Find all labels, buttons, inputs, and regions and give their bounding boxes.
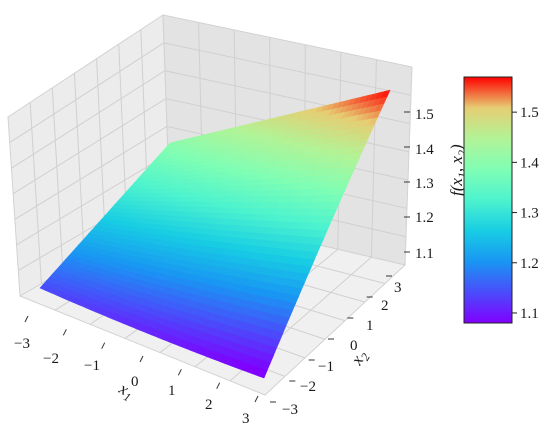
x1-tick-label: 1 — [168, 383, 176, 399]
colorbar-gradient — [463, 76, 513, 324]
surface — [39, 89, 391, 379]
x1-tick-mark — [139, 355, 144, 363]
z-tick-label: 1.1 — [415, 246, 434, 262]
z-tick-label: 1.2 — [415, 210, 434, 226]
x1-tick-mark — [101, 342, 106, 349]
x2-tick-label: −3 — [282, 402, 298, 418]
colorbar: 1.1 1.2 1.3 1.4 1.5 — [463, 76, 539, 324]
colorbar-tick-label: 1.4 — [520, 155, 539, 171]
x2-tick-label: 0 — [350, 338, 358, 354]
axis-ticks — [24, 111, 410, 403]
x1-tick-mark — [177, 369, 182, 376]
x2-tick-label: 3 — [394, 280, 402, 296]
z-tick-labels: 1.1 1.2 1.3 1.4 1.5 — [415, 107, 434, 262]
surface-patch — [257, 368, 268, 379]
grid-line — [96, 58, 107, 247]
x2-tick-labels: −3 −2 −1 0 1 2 3 — [282, 280, 402, 418]
x2-tick-label: −1 — [318, 359, 334, 375]
x1-tick-mark — [24, 315, 29, 323]
x2-tick-label: 2 — [381, 298, 389, 314]
x1-tick-mark — [254, 395, 259, 403]
grid-line — [14, 126, 168, 220]
x1-tick-mark — [216, 382, 221, 389]
z-tick-label: 1.5 — [415, 107, 434, 123]
colorbar-tick-label: 1.2 — [520, 256, 539, 272]
grid-line — [11, 70, 166, 169]
grid-line — [51, 87, 64, 272]
x1-tick-label: −1 — [84, 358, 100, 374]
grid-line — [73, 73, 85, 260]
x2-tick-label: 1 — [366, 318, 374, 334]
x1-tick-mark — [62, 329, 67, 336]
x1-tick-label: −3 — [14, 336, 30, 352]
z-tick-label: 1.4 — [415, 142, 434, 158]
colorbar-tick-label: 1.5 — [520, 105, 539, 121]
x1-tick-label: 0 — [131, 374, 139, 390]
colorbar-tick-label: 1.3 — [520, 206, 539, 222]
grid-line — [163, 42, 412, 96]
grid-line — [12, 98, 167, 195]
z-tick-label: 1.3 — [415, 176, 434, 192]
grid-line — [29, 102, 42, 284]
x1-tick-label: 2 — [205, 397, 213, 413]
grid-line — [16, 153, 169, 246]
grid-line — [9, 42, 165, 143]
grid-line — [370, 59, 377, 258]
x1-tick-label: 3 — [242, 411, 250, 427]
x1-tick-labels: −3 −2 −1 0 1 2 3 — [14, 336, 250, 427]
colorbar-tick-label: 1.1 — [520, 306, 539, 322]
x1-tick-label: −2 — [43, 351, 59, 367]
colorbar-ticks: 1.1 1.2 1.3 1.4 1.5 — [512, 105, 539, 322]
x2-tick-label: −2 — [300, 379, 316, 395]
